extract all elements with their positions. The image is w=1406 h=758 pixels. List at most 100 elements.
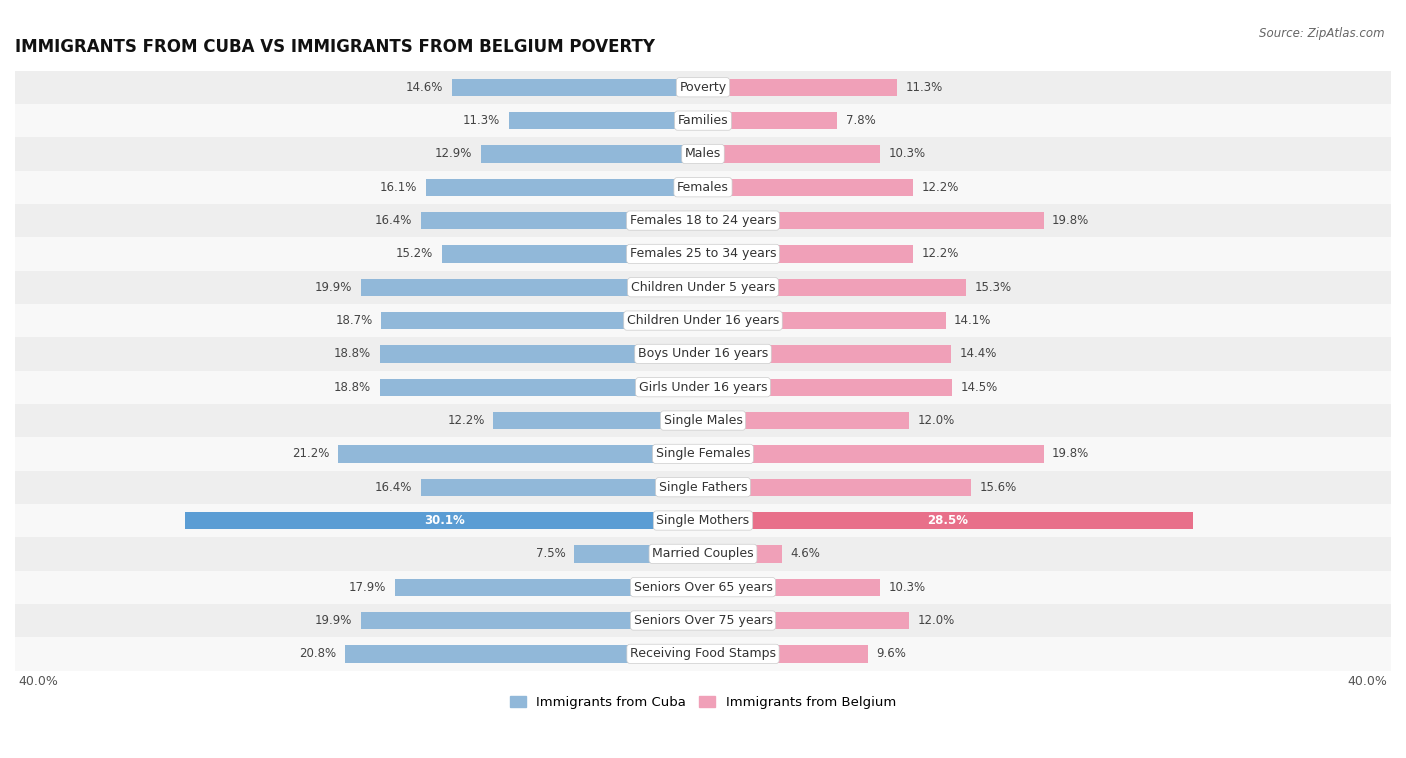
Text: 12.9%: 12.9% [434,148,472,161]
Text: 18.8%: 18.8% [333,381,371,393]
Text: Boys Under 16 years: Boys Under 16 years [638,347,768,360]
Bar [15,504,1391,537]
Text: Females: Females [678,180,728,194]
Text: Married Couples: Married Couples [652,547,754,560]
Text: 15.2%: 15.2% [395,247,433,261]
Text: 21.2%: 21.2% [292,447,330,460]
Text: 18.7%: 18.7% [336,314,373,327]
Bar [15,571,1391,604]
Text: 12.2%: 12.2% [447,414,485,427]
Bar [15,604,1391,637]
Bar [481,146,703,163]
Bar [703,212,1043,229]
Text: 20.8%: 20.8% [299,647,336,660]
Bar [441,246,703,262]
Text: Children Under 5 years: Children Under 5 years [631,280,775,294]
Text: Single Fathers: Single Fathers [659,481,747,493]
Bar [15,637,1391,671]
Bar [15,471,1391,504]
Bar [15,537,1391,571]
Bar [15,171,1391,204]
Bar [15,137,1391,171]
Bar [509,112,703,130]
Bar [703,246,912,262]
Text: Males: Males [685,148,721,161]
Bar [574,545,703,562]
Bar [420,478,703,496]
Text: 9.6%: 9.6% [877,647,907,660]
Text: 15.3%: 15.3% [974,280,1012,294]
Text: 17.9%: 17.9% [349,581,387,594]
Text: Source: ZipAtlas.com: Source: ZipAtlas.com [1260,27,1385,39]
Text: 7.8%: 7.8% [846,114,876,127]
Bar [15,337,1391,371]
Bar [703,612,910,629]
Text: 10.3%: 10.3% [889,148,927,161]
Text: 16.4%: 16.4% [375,481,412,493]
Bar [703,146,880,163]
Bar [703,345,950,362]
Text: Seniors Over 65 years: Seniors Over 65 years [634,581,772,594]
Text: Females 18 to 24 years: Females 18 to 24 years [630,214,776,227]
Text: Children Under 16 years: Children Under 16 years [627,314,779,327]
Text: 19.8%: 19.8% [1052,214,1090,227]
Bar [703,79,897,96]
Bar [395,578,703,596]
Text: Single Mothers: Single Mothers [657,514,749,527]
Bar [380,378,703,396]
Text: Receiving Food Stamps: Receiving Food Stamps [630,647,776,660]
Text: 16.4%: 16.4% [375,214,412,227]
Text: 4.6%: 4.6% [790,547,821,560]
Bar [15,271,1391,304]
Text: 19.8%: 19.8% [1052,447,1090,460]
Bar [703,112,837,130]
Text: 14.1%: 14.1% [955,314,991,327]
Legend: Immigrants from Cuba, Immigrants from Belgium: Immigrants from Cuba, Immigrants from Be… [505,691,901,715]
Bar [361,612,703,629]
Bar [15,237,1391,271]
Text: 11.3%: 11.3% [905,81,943,94]
Bar [494,412,703,429]
Bar [703,445,1043,462]
Bar [15,404,1391,437]
Bar [426,179,703,196]
Text: 7.5%: 7.5% [536,547,565,560]
Bar [381,312,703,329]
Text: 30.1%: 30.1% [423,514,464,527]
Bar [15,304,1391,337]
Text: 12.0%: 12.0% [918,614,955,627]
Text: 19.9%: 19.9% [315,280,352,294]
Text: 28.5%: 28.5% [928,514,969,527]
Text: 10.3%: 10.3% [889,581,927,594]
Text: 14.4%: 14.4% [959,347,997,360]
Bar [703,512,1194,529]
Text: Single Females: Single Females [655,447,751,460]
Text: 40.0%: 40.0% [18,675,58,688]
Bar [15,104,1391,137]
Text: 14.5%: 14.5% [960,381,998,393]
Text: Girls Under 16 years: Girls Under 16 years [638,381,768,393]
Bar [15,70,1391,104]
Bar [361,279,703,296]
Text: 12.2%: 12.2% [921,180,959,194]
Text: Seniors Over 75 years: Seniors Over 75 years [634,614,772,627]
Text: 11.3%: 11.3% [463,114,501,127]
Bar [703,279,966,296]
Text: Families: Families [678,114,728,127]
Text: 14.6%: 14.6% [406,81,443,94]
Bar [186,512,703,529]
Text: 12.2%: 12.2% [921,247,959,261]
Bar [703,412,910,429]
Bar [703,645,868,662]
Bar [703,378,952,396]
Text: 40.0%: 40.0% [1348,675,1388,688]
Bar [420,212,703,229]
Bar [703,478,972,496]
Text: 18.8%: 18.8% [333,347,371,360]
Text: Single Males: Single Males [664,414,742,427]
Text: 16.1%: 16.1% [380,180,418,194]
Text: 19.9%: 19.9% [315,614,352,627]
Text: Females 25 to 34 years: Females 25 to 34 years [630,247,776,261]
Bar [380,345,703,362]
Bar [339,445,703,462]
